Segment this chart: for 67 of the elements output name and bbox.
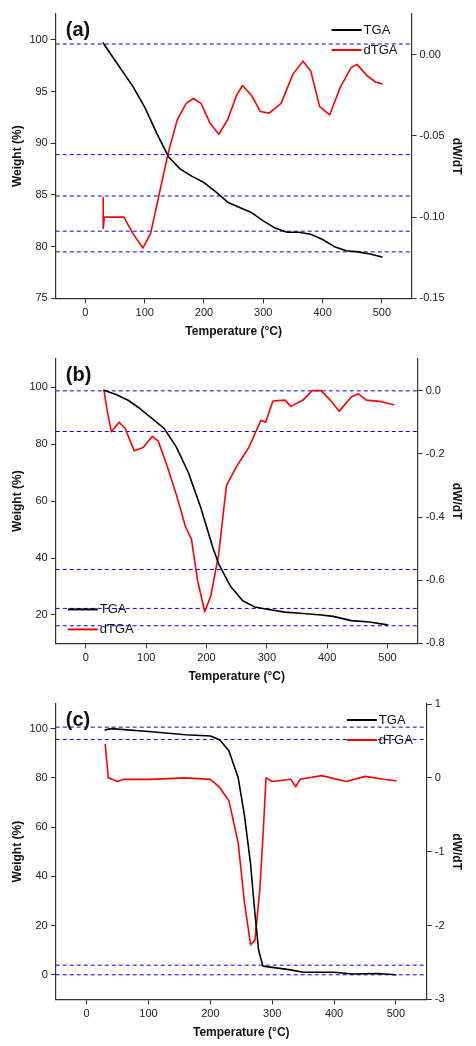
x-tick-label: 200 <box>201 1007 220 1020</box>
y-tick-label: 90 <box>35 136 48 149</box>
y-tick-label: 100 <box>29 721 48 734</box>
annotation: (b) <box>65 362 92 385</box>
y2-tick-label: -0.15 <box>419 291 445 304</box>
x-tick-label: 300 <box>254 306 273 319</box>
y-tick-label: 85 <box>35 188 48 201</box>
y2-tick-label: -0.4 <box>425 510 445 523</box>
x-tick-label: 0 <box>82 306 89 319</box>
y-tick-label: 75 <box>35 291 48 304</box>
y2-tick-label: -3 <box>434 992 445 1005</box>
legend-label: dTGA <box>363 41 398 57</box>
y2-tick-label: -0.2 <box>425 446 445 459</box>
x-tick-label: 100 <box>137 651 156 664</box>
y2-tick-label: 0 <box>434 770 441 783</box>
y-tick-label: 0 <box>41 967 48 980</box>
y-tick-label: 80 <box>35 770 48 783</box>
x-tick-label: 200 <box>194 306 214 319</box>
x-tick-label: 100 <box>135 306 154 319</box>
x-axis-title: Temperature (°C) <box>188 669 285 684</box>
x-tick-label: 400 <box>317 651 337 664</box>
x-axis-title: Temperature (°C) <box>192 1025 290 1040</box>
y2-tick-label: -0.05 <box>419 128 445 141</box>
x-tick-label: 300 <box>263 1007 282 1020</box>
x-tick-label: 400 <box>324 1007 344 1020</box>
y-axis-title: Weight (%) <box>9 820 24 883</box>
y-tick-label: 40 <box>35 551 48 564</box>
x-tick-label: 0 <box>83 1007 90 1020</box>
y2-axis-title: dW/dT <box>450 137 465 176</box>
y2-tick-label: 1 <box>434 697 441 710</box>
legend-label: TGA <box>99 600 127 616</box>
y2-tick-label: -2 <box>434 918 445 931</box>
y2-tick-label: 0.0 <box>425 383 441 396</box>
annotation: (c) <box>65 707 91 730</box>
y-tick-label: 80 <box>35 437 48 450</box>
y-tick-label: 100 <box>29 380 48 393</box>
x-tick-label: 500 <box>386 1007 406 1020</box>
y2-tick-label: 0.00 <box>419 47 441 60</box>
y-tick-label: 40 <box>35 869 48 882</box>
y-tick-label: 100 <box>29 32 48 45</box>
x-axis-title: Temperature (°C) <box>185 324 282 339</box>
x-tick-label: 500 <box>372 306 392 319</box>
y2-axis-title: dW/dT <box>450 833 465 871</box>
y-tick-label: 95 <box>35 84 48 97</box>
y-tick-label: 20 <box>35 918 48 931</box>
y-axis-title: Weight (%) <box>9 470 24 533</box>
x-tick-label: 300 <box>257 651 277 664</box>
x-tick-label: 500 <box>378 651 397 664</box>
legend-label: dTGA <box>378 731 414 747</box>
y-axis-title: Weight (%) <box>9 125 24 188</box>
y-tick-label: 60 <box>35 494 48 507</box>
y-tick-label: 20 <box>35 607 48 620</box>
legend-label: TGA <box>378 711 406 727</box>
y-tick-label: 60 <box>35 820 48 833</box>
x-tick-label: 200 <box>197 651 216 664</box>
x-tick-label: 0 <box>82 651 89 664</box>
y2-tick-label: -0.8 <box>425 636 445 649</box>
y2-tick-label: -0.10 <box>419 210 445 223</box>
y2-axis-title: dW/dT <box>450 482 465 521</box>
y2-tick-label: -1 <box>434 844 445 857</box>
y2-tick-label: -0.6 <box>425 573 445 586</box>
x-tick-label: 100 <box>139 1007 158 1020</box>
y-tick-label: 80 <box>35 239 48 252</box>
legend-label: dTGA <box>99 620 135 636</box>
legend-label: TGA <box>363 21 391 37</box>
x-tick-label: 400 <box>313 306 332 319</box>
annotation: (a) <box>65 17 91 40</box>
